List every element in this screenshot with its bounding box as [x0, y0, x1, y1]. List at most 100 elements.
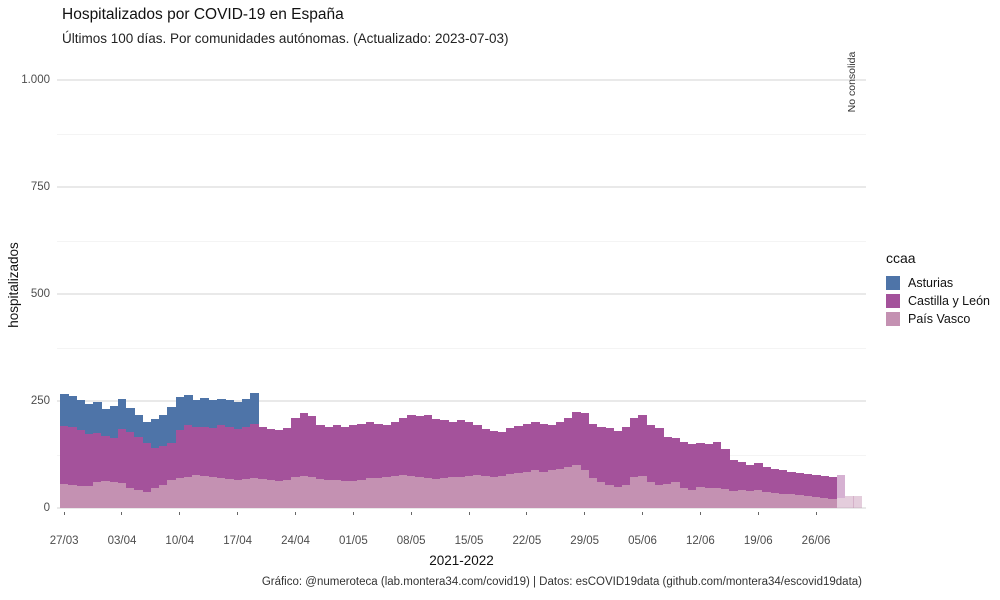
- bar-segment: [820, 497, 829, 508]
- bar-segment: [522, 471, 532, 508]
- bar-segment: [564, 418, 573, 467]
- bar-segment: [473, 424, 482, 475]
- bar-segment: [68, 427, 77, 485]
- bar-segment: [663, 484, 672, 508]
- bar-segment: [332, 425, 342, 481]
- bar-segment: [233, 428, 243, 480]
- bar-segment: [448, 477, 457, 508]
- bar-segment: [109, 437, 119, 482]
- major-gridline: [57, 400, 866, 402]
- bar-segment: [183, 424, 193, 478]
- bar-segment: [407, 476, 416, 508]
- bar-segment: [349, 425, 358, 481]
- bar-segment: [365, 422, 375, 479]
- bar-segment: [580, 470, 590, 508]
- bar-segment: [208, 477, 218, 508]
- x-tick-label: 08/05: [396, 535, 426, 547]
- bar-segment: [258, 426, 267, 479]
- bar-segment: [597, 427, 606, 483]
- bar-segment: [316, 424, 325, 479]
- bar-segment: [588, 478, 598, 508]
- bar-segment: [208, 400, 218, 428]
- bar-segment: [60, 483, 69, 508]
- bar-segment: [398, 474, 408, 508]
- bar-segment: [93, 402, 102, 434]
- bar-segment: [497, 431, 507, 476]
- bar-segment: [68, 395, 77, 428]
- x-tick-mark: [815, 512, 817, 515]
- bar-segment: [646, 481, 656, 508]
- bar-segment: [192, 475, 201, 508]
- legend-swatch: [886, 276, 900, 290]
- bar-segment: [134, 436, 143, 490]
- y-tick-label: 750: [30, 181, 50, 193]
- bar-segment: [522, 424, 532, 472]
- bar-segment: [250, 393, 259, 425]
- y-tick-label: 0: [43, 502, 50, 514]
- bar-segment: [580, 412, 590, 471]
- bar-segment: [167, 406, 177, 443]
- bar-segment: [853, 496, 862, 508]
- bar-segment: [349, 480, 358, 508]
- y-tick-label: 500: [30, 288, 50, 300]
- bar-segment: [382, 425, 391, 478]
- bar-segment: [464, 475, 474, 508]
- bar-segment: [283, 480, 292, 508]
- bar-segment: [514, 472, 524, 508]
- bar-segment: [638, 476, 648, 508]
- bar-segment: [225, 426, 234, 479]
- bar-segment: [423, 478, 433, 508]
- plot-panel: [57, 60, 866, 512]
- bar-segment: [671, 482, 681, 508]
- bar-segment: [721, 489, 730, 508]
- bar-segment: [448, 422, 457, 478]
- bar-segment: [266, 480, 276, 508]
- bar-segment: [547, 424, 557, 471]
- bar-segment: [497, 475, 507, 508]
- bar-segment: [787, 471, 796, 495]
- bar-segment: [142, 442, 152, 492]
- bar-segment: [679, 441, 689, 488]
- bar-segment: [84, 434, 94, 487]
- x-tick-mark: [410, 512, 412, 515]
- bar-segment: [605, 427, 614, 485]
- bar-segment: [555, 422, 565, 469]
- bar-segment: [241, 426, 251, 480]
- bar-segment: [828, 499, 838, 508]
- bar-segment: [778, 470, 788, 494]
- legend-item: Asturias: [886, 276, 990, 290]
- bar-segment: [638, 415, 648, 477]
- minor-gridline: [57, 240, 866, 242]
- bar-segment: [117, 429, 127, 484]
- bar-segment: [233, 401, 243, 429]
- bar-segment: [787, 494, 796, 508]
- y-axis-tick-labels: 0 250 500 750 1.000: [0, 60, 50, 520]
- bar-segment: [770, 493, 780, 508]
- bar-segment: [506, 473, 515, 508]
- x-tick-label: 24/04: [281, 535, 310, 547]
- bar-segment: [539, 424, 548, 472]
- bar-segment: [200, 426, 210, 477]
- bar-segment: [770, 469, 780, 493]
- bar-segment: [687, 490, 697, 508]
- bar-segment: [373, 478, 383, 508]
- x-tick-mark: [468, 512, 470, 515]
- bar-segment: [93, 481, 102, 508]
- bar-segment: [712, 441, 722, 489]
- bar-segment: [84, 403, 94, 435]
- bar-segment: [431, 419, 441, 479]
- bar-segment: [778, 493, 788, 508]
- legend-item: Castilla y León: [886, 294, 990, 308]
- legend: ccaa Asturias Castilla y León País Vasco: [886, 250, 990, 330]
- x-tick-label: 19/06: [743, 535, 773, 547]
- chart-title: Hospitalizados por COVID-19 en España: [62, 6, 344, 23]
- bar-segment: [101, 408, 110, 437]
- bar-segment: [126, 408, 135, 433]
- legend-item-label: Asturias: [908, 276, 954, 290]
- bar-segment: [613, 430, 623, 487]
- bar-segment: [572, 465, 581, 508]
- bar-segment: [456, 477, 466, 508]
- bar-segment: [795, 495, 805, 508]
- bar-segment: [745, 465, 755, 491]
- legend-swatch: [886, 294, 900, 308]
